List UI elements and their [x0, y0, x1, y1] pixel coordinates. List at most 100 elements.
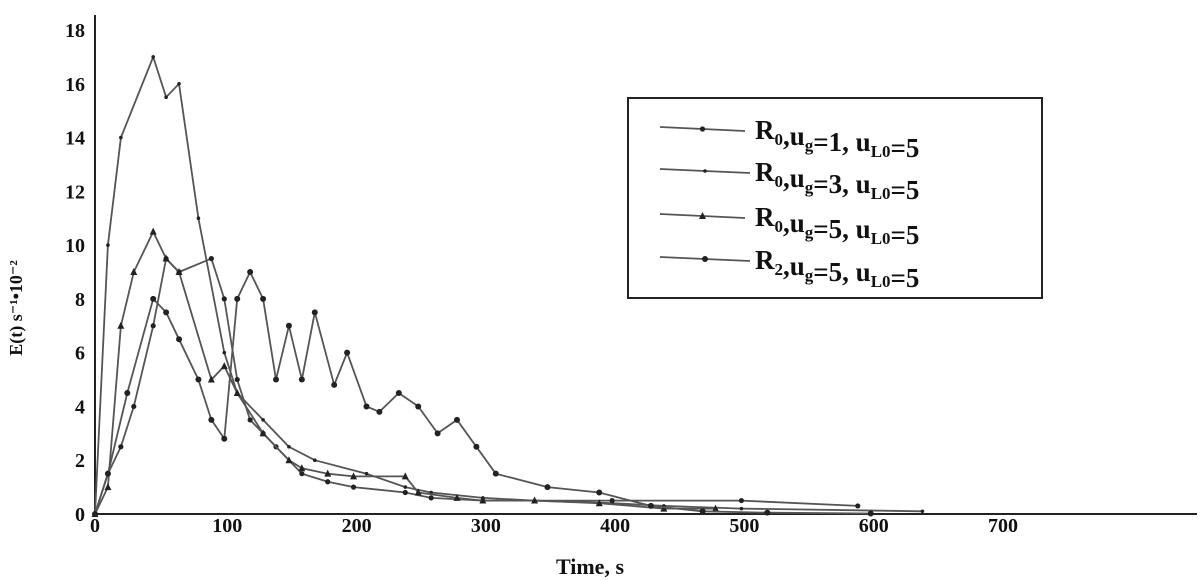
- data-point: [106, 243, 110, 247]
- series-line: [94, 269, 871, 515]
- data-point: [331, 381, 338, 388]
- legend-label: R2,ug=5, uL0=5: [755, 245, 919, 293]
- y-axis-label: E(t) s⁻¹•10⁻²: [6, 260, 27, 356]
- data-point: [221, 435, 228, 442]
- data-point: [544, 484, 551, 491]
- x-tick-label: 600: [859, 515, 889, 537]
- legend-marker: [703, 169, 707, 173]
- data-point: [395, 390, 402, 396]
- data-point: [414, 488, 422, 496]
- data-point: [124, 390, 131, 396]
- series-3: [91, 227, 720, 517]
- legend: R0,ug=1, uL0=5R0,ug=3, uL0=5R0,ug=5, uL0…: [627, 97, 1043, 299]
- data-point: [595, 499, 603, 507]
- data-point: [233, 389, 241, 396]
- x-tick-label: 200: [342, 515, 372, 537]
- data-point: [363, 403, 370, 410]
- data-point: [273, 376, 279, 383]
- data-point: [403, 485, 408, 489]
- series-line: [94, 229, 716, 515]
- data-point: [324, 469, 332, 477]
- legend-box: [627, 97, 1043, 299]
- data-point: [855, 503, 861, 509]
- data-point: [131, 403, 137, 410]
- data-point: [104, 483, 112, 491]
- data-point: [712, 504, 720, 512]
- y-tick-label: 14: [65, 128, 85, 150]
- data-point: [647, 502, 654, 509]
- data-point: [350, 472, 358, 480]
- legend-label: R0,ug=3, uL0=5: [755, 157, 919, 205]
- legend-item-3: R0,ug=5, uL0=5: [659, 202, 919, 250]
- y-tick-label: 6: [75, 343, 85, 365]
- data-point: [428, 495, 434, 501]
- data-point: [221, 296, 227, 302]
- data-point: [176, 336, 183, 343]
- data-point: [376, 408, 383, 415]
- data-point: [260, 295, 267, 302]
- data-point: [162, 254, 170, 262]
- data-point: [344, 349, 351, 356]
- data-point: [130, 268, 138, 275]
- x-tick-label: 100: [212, 515, 242, 537]
- data-point: [151, 55, 155, 59]
- y-tick-label: 0: [75, 504, 85, 526]
- data-point: [920, 509, 925, 514]
- data-point: [247, 269, 254, 275]
- y-tick-label: 10: [65, 235, 85, 257]
- x-tick-label: 300: [471, 515, 501, 537]
- data-point: [531, 496, 539, 504]
- data-point: [118, 444, 124, 450]
- legend-marker: [702, 256, 708, 262]
- data-point: [402, 489, 408, 496]
- legend-marker: [699, 212, 706, 219]
- y-tick-label: 18: [65, 20, 85, 42]
- legend-marker: [699, 126, 706, 132]
- x-tick-label: 0: [90, 515, 100, 537]
- y-tick-label: 16: [65, 74, 85, 96]
- x-tick-label: 500: [729, 515, 759, 537]
- tick-labels: 0 100 200 300 400 500 600 700 0 2 4 6 8 10 12 14 16 18: [65, 20, 1018, 537]
- data-point: [609, 497, 615, 504]
- data-point: [311, 309, 318, 316]
- data-point: [163, 309, 170, 316]
- data-point: [434, 430, 441, 437]
- data-point: [364, 471, 369, 476]
- data-point: [234, 295, 241, 302]
- data-point: [287, 444, 291, 449]
- data-point: [195, 376, 202, 383]
- legend-item-4: R2,ug=5, uL0=5: [659, 245, 919, 293]
- data-point: [119, 135, 123, 140]
- data-point: [401, 472, 409, 480]
- data-point: [738, 497, 745, 504]
- data-point: [473, 443, 480, 450]
- data-point: [220, 362, 228, 370]
- data-point: [208, 416, 215, 423]
- data-point: [699, 508, 706, 515]
- data-point: [234, 376, 240, 383]
- data-point: [312, 458, 317, 463]
- data-point: [350, 484, 357, 490]
- data-point: [298, 376, 305, 383]
- data-point: [104, 470, 111, 477]
- data-point: [196, 216, 201, 221]
- data-point: [298, 464, 306, 472]
- legend-label: R0,ug=5, uL0=5: [755, 202, 919, 250]
- data-point: [259, 429, 267, 437]
- data-point: [739, 506, 744, 511]
- data-point: [149, 227, 157, 235]
- axes: [94, 15, 1197, 515]
- legend-item-2: R0,ug=3, uL0=5: [659, 157, 919, 205]
- data-point: [208, 255, 214, 262]
- x-axis-label: Time, s: [556, 554, 624, 579]
- data-point: [164, 95, 168, 100]
- legend-item-1: R0,ug=1, uL0=5: [659, 115, 919, 163]
- data-point: [207, 375, 215, 383]
- y-tick-label: 2: [75, 450, 85, 472]
- data-point: [454, 416, 460, 423]
- series-layer: [91, 54, 925, 517]
- data-point: [177, 81, 181, 86]
- data-point: [479, 496, 487, 504]
- data-point: [261, 418, 265, 422]
